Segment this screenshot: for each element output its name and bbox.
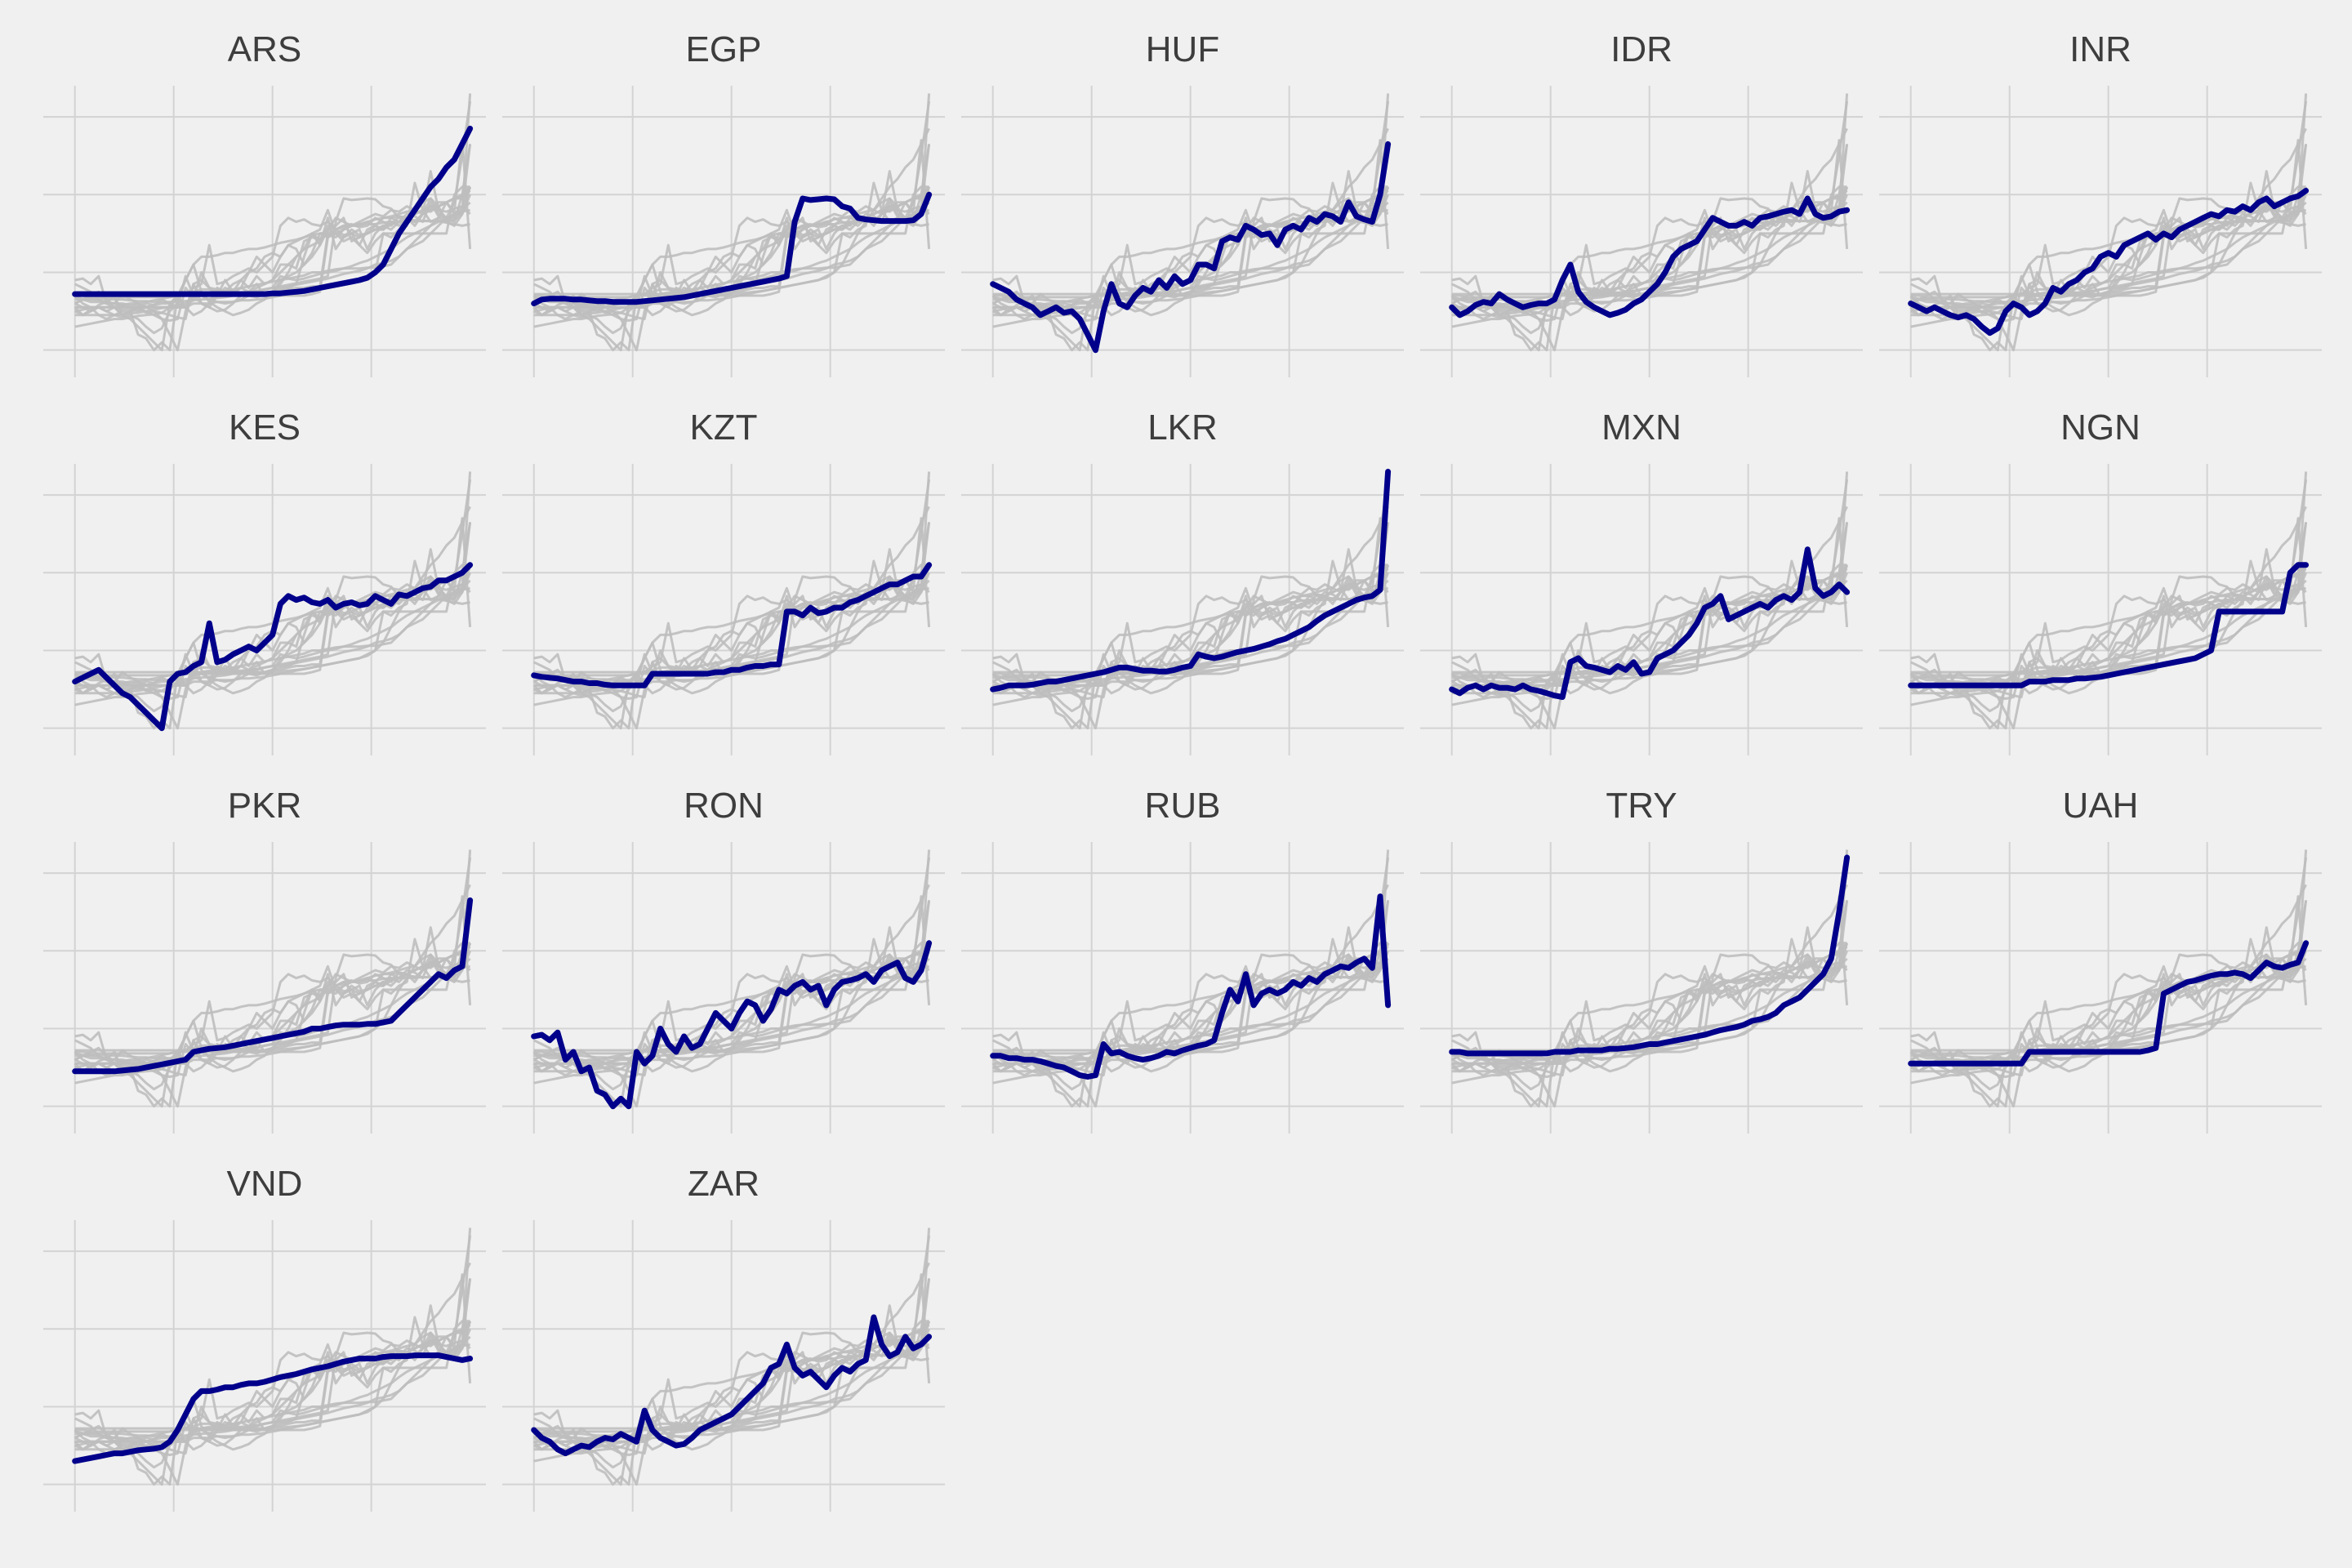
panel-title-mxn: MXN xyxy=(1601,408,1682,448)
context-line-try xyxy=(1451,479,1849,677)
panel-title-egp: EGP xyxy=(686,29,762,69)
context-line-rub xyxy=(533,1273,931,1456)
context-line-vnd xyxy=(992,598,1388,706)
panel-title-try: TRY xyxy=(1606,786,1677,826)
context-line-zar xyxy=(74,559,471,699)
panel-ars: ARS xyxy=(43,29,486,377)
context-line-zar xyxy=(1909,181,2307,321)
context-line-vnd xyxy=(74,976,470,1085)
context-line-vnd xyxy=(1910,598,2306,706)
panel-title-lkr: LKR xyxy=(1147,408,1218,448)
context-line-try xyxy=(533,857,931,1055)
context-line-rub xyxy=(1451,895,1849,1078)
context-line-vnd xyxy=(1910,976,2306,1085)
highlight-line-idr xyxy=(1449,195,1851,318)
context-line-try xyxy=(992,857,1390,1055)
panel-vnd: VND xyxy=(43,1164,486,1512)
panel-title-ars: ARS xyxy=(228,29,301,69)
context-line-zar xyxy=(532,938,930,1077)
panel-title-idr: IDR xyxy=(1610,29,1673,69)
panel-pkr: PKR xyxy=(43,786,486,1134)
panel-title-zar: ZAR xyxy=(688,1164,760,1204)
highlight-line-mxn xyxy=(1449,546,1851,701)
highlight-line-kes xyxy=(72,562,474,732)
context-line-try xyxy=(74,100,472,299)
panel-lkr: LKR xyxy=(961,408,1404,755)
highlight-line-ngn xyxy=(1908,562,2310,688)
context-line-try xyxy=(992,100,1390,299)
context-line-zar xyxy=(991,559,1389,699)
panel-idr: IDR xyxy=(1420,29,1863,377)
panel-ron: RON xyxy=(502,786,945,1134)
panel-huf: HUF xyxy=(961,29,1404,377)
panel-mxn: MXN xyxy=(1420,408,1863,755)
context-line-try xyxy=(533,479,931,677)
highlight-line-try xyxy=(1449,854,1851,1057)
panel-title-uah: UAH xyxy=(2063,786,2139,826)
panel-title-huf: HUF xyxy=(1146,29,1219,69)
highlight-line-zar xyxy=(531,1314,933,1457)
panel-title-ron: RON xyxy=(684,786,764,826)
panel-title-rub: RUB xyxy=(1145,786,1221,826)
highlight-line-uah xyxy=(1908,940,2310,1067)
context-line-rub xyxy=(992,517,1390,700)
highlight-line-rub xyxy=(990,893,1392,1080)
panel-title-pkr: PKR xyxy=(228,786,301,826)
panel-title-vnd: VND xyxy=(227,1164,303,1204)
panel-uah: UAH xyxy=(1879,786,2322,1134)
context-line-vnd xyxy=(1451,976,1847,1085)
context-line-vnd xyxy=(1451,220,1847,328)
panel-try: TRY xyxy=(1420,786,1863,1134)
panel-kzt: KZT xyxy=(502,408,945,755)
highlight-line-ars xyxy=(72,125,474,297)
context-line-vnd xyxy=(533,1354,929,1463)
context-line-zar xyxy=(991,938,1389,1077)
context-line-try xyxy=(74,1235,472,1433)
context-line-try xyxy=(1910,479,2308,677)
context-line-zar xyxy=(74,1316,471,1455)
context-line-vnd xyxy=(1910,220,2306,328)
panel-title-kes: KES xyxy=(229,408,301,448)
highlight-line-inr xyxy=(1908,188,2310,336)
highlight-line-pkr xyxy=(72,897,474,1075)
panel-ngn: NGN xyxy=(1879,408,2322,755)
context-line-zar xyxy=(1450,938,1848,1077)
context-line-try xyxy=(533,1235,931,1433)
context-line-zar xyxy=(532,181,930,321)
panel-egp: EGP xyxy=(502,29,945,377)
highlight-line-egp xyxy=(531,191,933,307)
panel-title-kzt: KZT xyxy=(689,408,757,448)
panel-zar: ZAR xyxy=(502,1164,945,1512)
context-line-zar xyxy=(1450,559,1848,699)
panel-inr: INR xyxy=(1879,29,2322,377)
panel-title-ngn: NGN xyxy=(2060,408,2140,448)
context-line-rub xyxy=(74,517,472,700)
panel-kes: KES xyxy=(43,408,486,755)
highlight-line-lkr xyxy=(990,469,1392,693)
context-line-try xyxy=(1910,857,2308,1055)
context-line-rub xyxy=(1910,895,2308,1078)
context-line-try xyxy=(74,479,472,677)
context-line-rub xyxy=(1910,139,2308,322)
panel-rub: RUB xyxy=(961,786,1404,1134)
context-line-try xyxy=(1910,100,2308,299)
highlight-line-ron xyxy=(531,940,933,1110)
highlight-line-huf xyxy=(990,140,1392,354)
highlight-line-kzt xyxy=(531,562,933,688)
context-line-rub xyxy=(1910,517,2308,700)
highlight-line-vnd xyxy=(72,1352,474,1464)
context-line-vnd xyxy=(74,598,470,706)
panel-title-inr: INR xyxy=(2069,29,2132,69)
context-line-vnd xyxy=(992,220,1388,328)
